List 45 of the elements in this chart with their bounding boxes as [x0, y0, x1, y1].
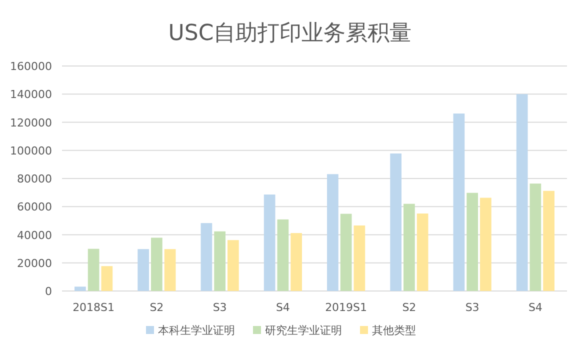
bar	[530, 184, 542, 291]
bar	[200, 223, 212, 291]
bar	[214, 231, 226, 291]
bar	[327, 174, 338, 291]
bar	[416, 214, 428, 291]
bar	[340, 214, 352, 291]
x-tick-label: S2	[402, 301, 416, 314]
bar	[290, 233, 302, 291]
x-tick-label: S4	[528, 301, 542, 314]
bar	[466, 192, 478, 291]
bar	[101, 266, 113, 291]
bar	[404, 204, 415, 291]
x-tick-label: 2019S1	[325, 301, 368, 314]
y-tick-label: 120000	[10, 116, 52, 130]
bar	[390, 153, 402, 291]
bar	[164, 249, 176, 291]
bar	[88, 248, 100, 291]
bar	[516, 94, 528, 291]
bar	[74, 286, 86, 291]
bar	[480, 198, 492, 291]
x-tick-label: 2018S1	[72, 301, 115, 314]
bar	[227, 240, 239, 291]
y-tick-label: 40000	[17, 228, 52, 242]
bar	[277, 219, 289, 291]
x-tick-label: S2	[150, 301, 164, 314]
y-tick-label: 20000	[17, 256, 52, 270]
x-tick-label: S3	[465, 301, 480, 314]
y-tick-label: 60000	[17, 200, 52, 214]
legend-label: 研究生学业证明	[265, 324, 342, 337]
y-tick-label: 160000	[10, 60, 52, 73]
bar	[354, 225, 366, 291]
y-tick-label: 100000	[10, 144, 52, 158]
y-tick-label: 80000	[17, 172, 52, 186]
bar	[138, 249, 150, 291]
bar	[453, 114, 465, 291]
bar	[151, 238, 162, 291]
bar	[543, 190, 554, 291]
y-tick-label: 140000	[10, 88, 52, 102]
legend-label: 本科生学业证明	[158, 324, 235, 337]
y-tick-label: 0	[45, 285, 52, 298]
chart-title: USC自助打印业务累积量	[168, 21, 412, 46]
legend-label: 其他类型	[372, 324, 416, 337]
bar	[264, 194, 276, 291]
x-tick-label: S4	[276, 301, 290, 314]
x-tick-label: S3	[212, 301, 227, 314]
